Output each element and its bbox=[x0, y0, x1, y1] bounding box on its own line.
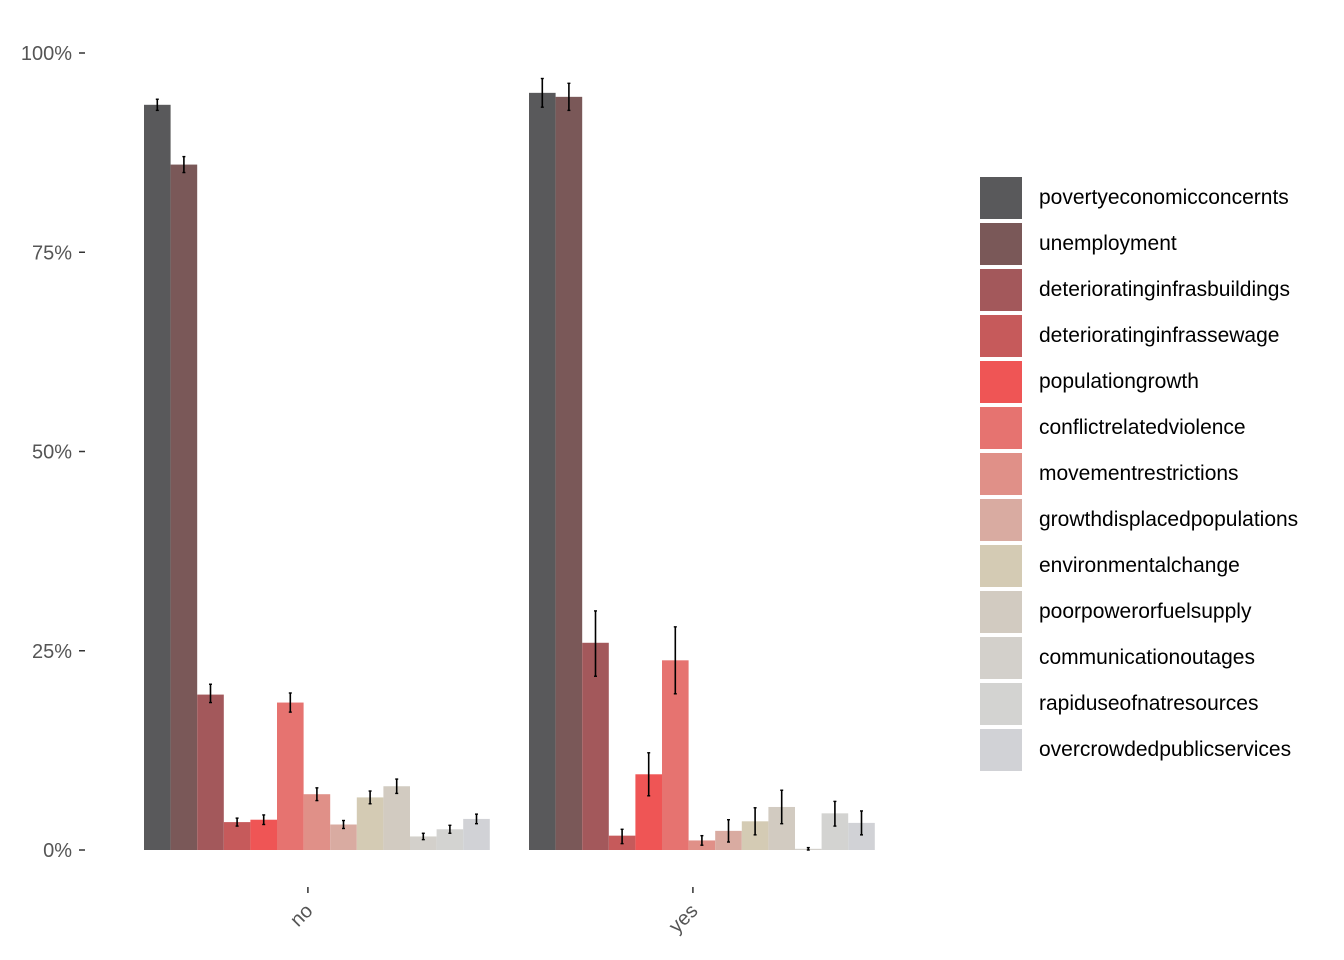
legend-item: movementrestrictions bbox=[980, 451, 1298, 497]
bar bbox=[582, 642, 609, 850]
legend-swatch bbox=[980, 223, 1022, 265]
y-tick-label: 100% bbox=[21, 43, 72, 65]
legend-label: populationgrowth bbox=[1039, 370, 1199, 393]
legend-swatch bbox=[980, 407, 1022, 449]
bar bbox=[356, 797, 384, 850]
error-bar bbox=[727, 819, 730, 843]
bar bbox=[170, 164, 198, 850]
error-bar bbox=[315, 787, 319, 802]
error-bar bbox=[647, 752, 651, 797]
legend-label: deterioratinginfrasbuildings bbox=[1039, 278, 1290, 301]
legend-label: povertyeconomicconcernts bbox=[1039, 186, 1289, 209]
bar bbox=[383, 786, 410, 850]
bar bbox=[197, 694, 224, 850]
bar bbox=[436, 829, 464, 850]
legend-item: environmentalchange bbox=[980, 543, 1298, 589]
legend-item: overcrowdedpublicservices bbox=[980, 727, 1298, 773]
y-tick-label: 0% bbox=[43, 840, 72, 862]
error-bar bbox=[594, 610, 597, 677]
legend-item: conflictrelatedviolence bbox=[980, 405, 1298, 451]
error-bar bbox=[395, 778, 399, 795]
legend-item: deterioratinginfrasbuildings bbox=[980, 267, 1298, 313]
y-tick-label: 75% bbox=[32, 242, 72, 264]
bar bbox=[529, 92, 556, 851]
legend-swatch bbox=[980, 637, 1022, 679]
legend-label: movementrestrictions bbox=[1039, 462, 1239, 485]
y-tick-label: 25% bbox=[32, 641, 72, 663]
legend-swatch bbox=[980, 591, 1022, 633]
legend-label: deterioratinginfrassewage bbox=[1039, 324, 1280, 347]
error-bar bbox=[700, 834, 704, 846]
error-bar bbox=[368, 790, 372, 805]
legend-item: unemployment bbox=[980, 221, 1298, 267]
y-tick-label: 50% bbox=[32, 442, 72, 464]
error-bar bbox=[540, 77, 544, 108]
legend-swatch bbox=[980, 729, 1022, 771]
legend-swatch bbox=[980, 269, 1022, 311]
legend-swatch bbox=[980, 453, 1022, 495]
bar bbox=[303, 794, 331, 850]
x-axis: no yes bbox=[286, 887, 702, 938]
legend-swatch bbox=[980, 315, 1022, 357]
legend-item: poorpowerorfuelsupply bbox=[980, 589, 1298, 635]
error-bar bbox=[567, 82, 571, 112]
legend-label: poorpowerorfuelsupply bbox=[1039, 600, 1252, 623]
legend-item: deterioratinginfrassewage bbox=[980, 313, 1298, 359]
legend-swatch bbox=[980, 499, 1022, 541]
error-bars bbox=[155, 77, 863, 851]
bars bbox=[144, 92, 875, 851]
error-bar bbox=[209, 683, 212, 704]
legend-label: rapiduseofnatresources bbox=[1039, 692, 1259, 715]
bar bbox=[277, 702, 304, 850]
y-axis: 0% 25% 50% 75% 100% bbox=[21, 43, 85, 862]
legend-swatch bbox=[980, 683, 1022, 725]
error-bar bbox=[288, 692, 292, 713]
error-bar bbox=[833, 800, 837, 827]
x-tick-label: yes bbox=[665, 900, 703, 938]
error-bar bbox=[620, 828, 624, 845]
error-bar bbox=[673, 626, 677, 695]
error-bar bbox=[262, 814, 266, 826]
legend-item: populationgrowth bbox=[980, 359, 1298, 405]
legend-label: growthdisplacedpopulations bbox=[1039, 508, 1299, 531]
error-bar bbox=[448, 824, 452, 834]
error-bar bbox=[475, 813, 478, 825]
x-tick-label: no bbox=[286, 900, 317, 931]
legend-label: environmentalchange bbox=[1039, 554, 1240, 577]
bar bbox=[144, 104, 171, 851]
error-bar bbox=[235, 817, 239, 827]
error-bar bbox=[155, 98, 159, 112]
error-bar bbox=[182, 155, 186, 174]
bar bbox=[410, 836, 437, 850]
legend-item: communicationoutages bbox=[980, 635, 1298, 681]
legend-swatch bbox=[980, 545, 1022, 587]
bar bbox=[555, 96, 583, 850]
legend-swatch bbox=[980, 177, 1022, 219]
error-bar bbox=[860, 810, 863, 836]
legend-swatch bbox=[980, 361, 1022, 403]
legend-label: unemployment bbox=[1039, 232, 1177, 255]
error-bar bbox=[421, 832, 425, 841]
legend: povertyeconomicconcernts unemployment dete… bbox=[980, 175, 1298, 773]
legend-item: growthdisplacedpopulations bbox=[980, 497, 1298, 543]
legend-item: povertyeconomicconcernts bbox=[980, 175, 1298, 221]
error-bar bbox=[342, 819, 345, 830]
legend-label: conflictrelatedviolence bbox=[1039, 416, 1246, 439]
error-bar bbox=[753, 807, 757, 836]
error-bar bbox=[780, 789, 784, 825]
legend-label: communicationoutages bbox=[1039, 646, 1255, 669]
legend-label: overcrowdedpublicservices bbox=[1039, 738, 1292, 761]
error-bar bbox=[806, 846, 810, 851]
legend-item: rapiduseofnatresources bbox=[980, 681, 1298, 727]
